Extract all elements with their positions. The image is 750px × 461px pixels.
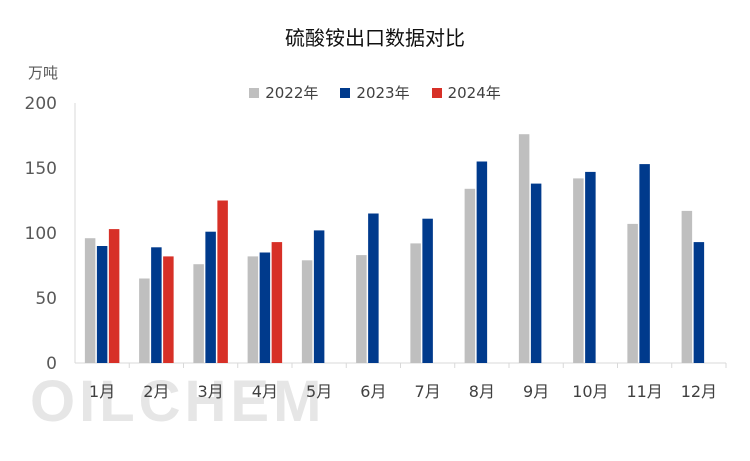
x-tick-label-1月: 1月 (89, 382, 115, 401)
x-tick-label-8月: 8月 (469, 382, 495, 401)
x-tick-label-9月: 9月 (523, 382, 549, 401)
bar-2023年-11月 (639, 164, 650, 363)
x-tick-label-4月: 4月 (252, 382, 278, 401)
y-tick-label-150: 150 (25, 159, 57, 179)
bar-2023年-12月 (693, 242, 705, 363)
legend-swatch-2023 (340, 87, 351, 98)
bar-2023年-8月 (476, 161, 488, 363)
legend: 2022年 2023年 2024年 (0, 82, 750, 103)
x-tick-label-7月: 7月 (415, 382, 441, 401)
y-tick-label-50: 50 (35, 289, 57, 309)
bar-2022年-5月 (301, 260, 313, 363)
x-tick-label-12月: 12月 (681, 382, 717, 401)
legend-label-2023: 2023年 (356, 84, 410, 102)
bar-2024年-3月 (217, 200, 228, 363)
bar-2022年-10月 (573, 178, 584, 363)
watermark-logo: OILCHEM (30, 369, 326, 434)
legend-item-2022: 2022年 (249, 82, 318, 103)
legend-swatch-2024 (431, 87, 442, 98)
chart-title: 硫酸铵出口数据对比 (285, 26, 465, 50)
bar-2023年-1月 (96, 246, 108, 363)
bar-2023年-10月 (585, 171, 596, 363)
bar-2022年-1月 (84, 238, 96, 363)
legend-item-2023: 2023年 (340, 82, 410, 103)
bar-2022年-2月 (139, 278, 150, 363)
legend-swatch-2022 (249, 87, 260, 98)
legend-label-2024: 2024年 (447, 84, 501, 102)
bar-2022年-7月 (410, 243, 421, 363)
bar-2023年-2月 (151, 247, 162, 363)
bar-2023年-5月 (313, 230, 325, 363)
x-tick-label-10月: 10月 (572, 382, 608, 401)
bar-2022年-11月 (627, 223, 638, 363)
bar-2022年-3月 (193, 264, 204, 363)
bar-2022年-9月 (518, 134, 530, 363)
bar-2022年-12月 (681, 210, 693, 363)
y-tick-label-200: 200 (25, 94, 57, 114)
bar-2023年-4月 (259, 252, 271, 363)
y-tick-label-100: 100 (25, 224, 57, 244)
bar-2022年-4月 (247, 256, 259, 363)
y-tick-label-0: 0 (46, 354, 57, 374)
legend-label-2022: 2022年 (265, 84, 319, 102)
bar-2024年-4月 (271, 242, 283, 363)
bar-2023年-3月 (205, 231, 216, 363)
bar-2024年-1月 (108, 229, 120, 363)
x-tick-label-3月: 3月 (198, 382, 224, 401)
bar-2023年-7月 (422, 218, 433, 363)
legend-item-2024: 2024年 (431, 82, 501, 103)
x-tick-label-5月: 5月 (306, 382, 332, 401)
x-tick-label-11月: 11月 (626, 382, 662, 401)
bar-2022年-8月 (464, 188, 476, 363)
bar-2024年-2月 (163, 256, 174, 363)
bar-2022年-6月 (356, 255, 367, 363)
x-tick-label-2月: 2月 (143, 382, 169, 401)
bar-2023年-6月 (368, 213, 379, 363)
bar-2023年-9月 (530, 183, 542, 363)
y-axis-unit-label: 万吨 (28, 64, 59, 82)
x-tick-label-6月: 6月 (360, 382, 386, 401)
